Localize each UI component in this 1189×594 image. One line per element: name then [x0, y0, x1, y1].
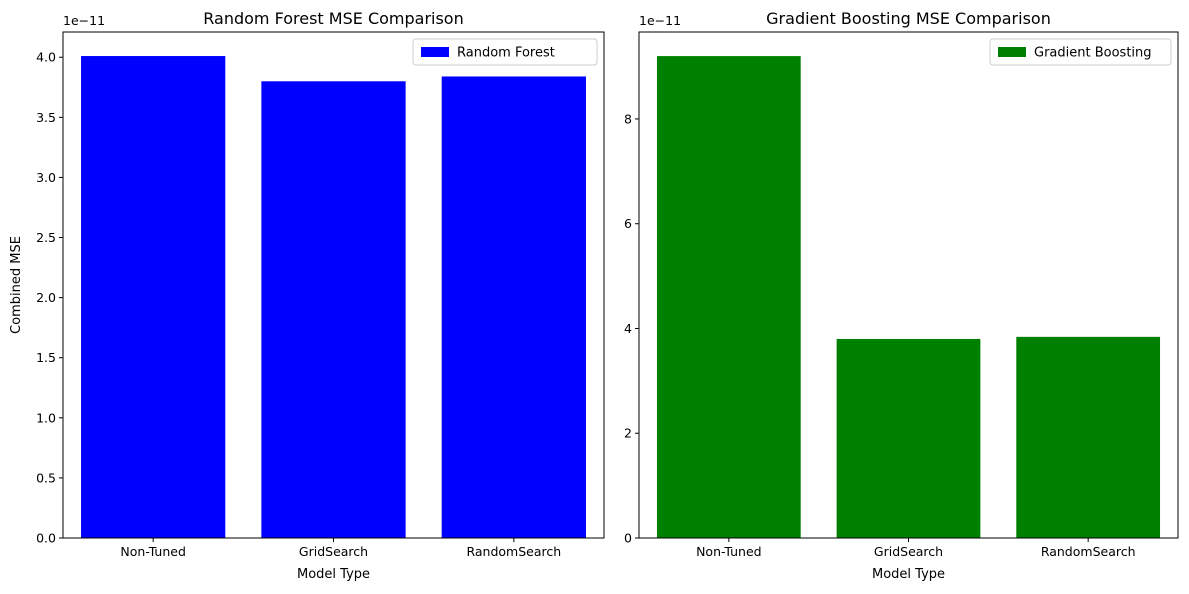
gradient-boosting-panel: Gradient Boosting MSE Comparison Model T…	[624, 9, 1179, 582]
legend-box	[412, 38, 598, 66]
y-tick-label: 2.5	[36, 230, 56, 245]
y-axis-label: Combined MSE	[9, 236, 24, 334]
bar-randomsearch	[441, 76, 586, 538]
y-tick-label: 6	[624, 216, 632, 231]
chart-title: Gradient Boosting MSE Comparison	[766, 9, 1051, 28]
bar-randomsearch	[1016, 336, 1161, 538]
y-tick-label: 2	[624, 426, 632, 441]
x-tick-label: GridSearch	[874, 544, 943, 559]
y-tick-label: 4	[624, 321, 632, 336]
x-axis-label: Model Type	[297, 567, 370, 582]
x-tick-label: Non-Tuned	[120, 544, 186, 559]
x-tick-label: RandomSearch	[466, 544, 561, 559]
legend-label: Random Forest	[457, 46, 555, 61]
y-tick-label: 8	[624, 111, 632, 126]
legend-swatch	[421, 47, 449, 57]
y-tick-label: 3.5	[36, 110, 56, 125]
random-forest-panel: Random Forest MSE Comparison Model Type …	[9, 9, 605, 582]
legend-label: Gradient Boosting	[1034, 46, 1152, 61]
y-tick-label: 2.0	[36, 290, 56, 305]
y-tick-label: 4.0	[36, 50, 56, 65]
bar-gridsearch	[261, 81, 406, 539]
y-axis-offset-text: 1e−11	[63, 13, 105, 28]
legend-swatch	[998, 47, 1026, 57]
x-tick-label: GridSearch	[299, 544, 368, 559]
y-tick-label: 1.5	[36, 350, 56, 365]
bar-non-tuned	[81, 56, 226, 539]
bar-gridsearch	[836, 338, 981, 538]
y-tick-label: 1.0	[36, 410, 56, 425]
y-tick-label: 0.0	[36, 531, 56, 546]
y-tick-label: 3.0	[36, 170, 56, 185]
y-axis-offset-text: 1e−11	[639, 13, 681, 28]
x-axis-label: Model Type	[872, 567, 945, 582]
bar-non-tuned	[656, 56, 801, 538]
x-tick-label: RandomSearch	[1041, 544, 1136, 559]
x-tick-label: Non-Tuned	[696, 544, 762, 559]
y-tick-label: 0.5	[36, 470, 56, 485]
legend-box	[989, 38, 1172, 66]
y-tick-label: 0	[624, 531, 632, 546]
chart-title: Random Forest MSE Comparison	[203, 9, 463, 28]
